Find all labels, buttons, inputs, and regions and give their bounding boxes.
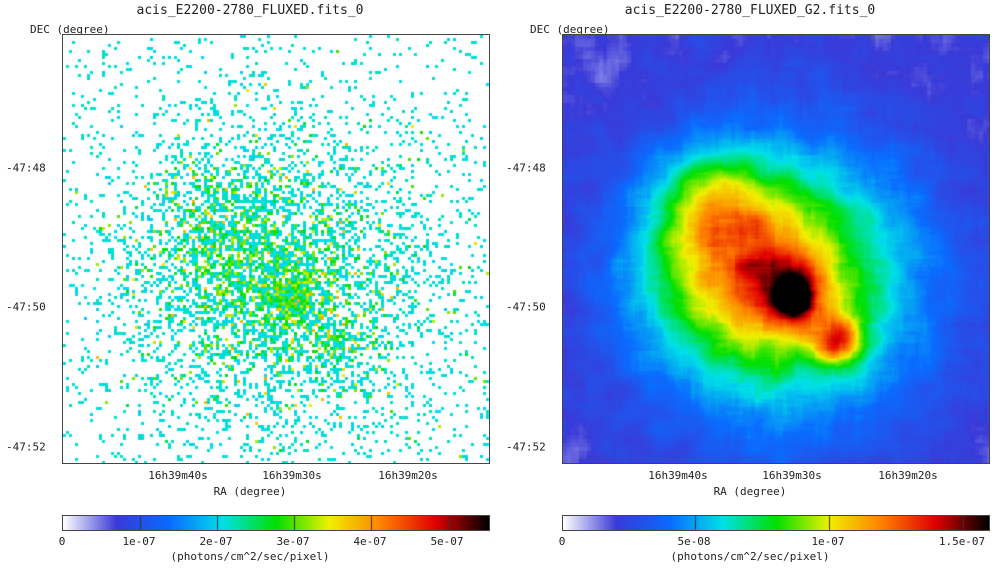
x-tick-label: 16h39m20s: [378, 469, 438, 482]
y-axis-label: DEC (degree): [30, 23, 110, 36]
y-tick-label: -47:52: [6, 440, 46, 454]
y-tick-label: -47:48: [6, 161, 46, 175]
colorbar-gradient: [63, 516, 489, 530]
x-axis-label: RA (degree): [213, 485, 287, 498]
colorbar: [62, 515, 490, 531]
panel-title: acis_E2200-2780_FLUXED.fits_0: [136, 3, 364, 18]
colorbar-tick-label: 2e-07: [199, 535, 233, 548]
x-tick-label: 16h39m30s: [262, 469, 322, 482]
colorbar-tick-label: 1e-07: [122, 535, 156, 548]
smoothed-flux-image[interactable]: [563, 35, 989, 463]
colorbar-tick-label: 1e-07: [811, 535, 845, 548]
colorbar-tick-label: 0: [558, 535, 566, 548]
colorbar-gradient: [563, 516, 989, 530]
colorbar-tick-label: 5e-08: [677, 535, 711, 548]
colorbar-tick-label: 5e-07: [430, 535, 464, 548]
image-frame[interactable]: [62, 34, 490, 464]
colorbar-tick-label: 4e-07: [353, 535, 387, 548]
y-tick-label: -47:50: [506, 300, 546, 314]
panel-title: acis_E2200-2780_FLUXED_G2.fits_0: [624, 3, 876, 18]
x-tick-label: 16h39m40s: [648, 469, 708, 482]
raw-flux-image[interactable]: [63, 35, 489, 463]
image-frame[interactable]: [562, 34, 990, 464]
x-axis-label: RA (degree): [713, 485, 787, 498]
x-tick-label: 16h39m20s: [878, 469, 938, 482]
x-tick-label: 16h39m40s: [148, 469, 208, 482]
x-tick-label: 16h39m30s: [762, 469, 822, 482]
colorbar-unit: (photons/cm^2/sec/pixel): [170, 550, 330, 563]
colorbar: [562, 515, 990, 531]
left-image-panel: acis_E2200-2780_FLUXED.fits_0 DEC (degre…: [6, 3, 490, 563]
y-tick-label: -47:48: [506, 161, 546, 175]
y-axis-label: DEC (degree): [530, 23, 610, 36]
y-tick-label: -47:50: [6, 300, 46, 314]
colorbar-tick-label: 3e-07: [276, 535, 310, 548]
y-tick-label: -47:52: [506, 440, 546, 454]
colorbar-tick-label: 1.5e-07: [938, 535, 986, 548]
right-image-panel: acis_E2200-2780_FLUXED_G2.fits_0 DEC (de…: [500, 0, 1000, 586]
colorbar-unit: (photons/cm^2/sec/pixel): [670, 550, 830, 563]
colorbar-tick-label: 0: [58, 535, 66, 548]
